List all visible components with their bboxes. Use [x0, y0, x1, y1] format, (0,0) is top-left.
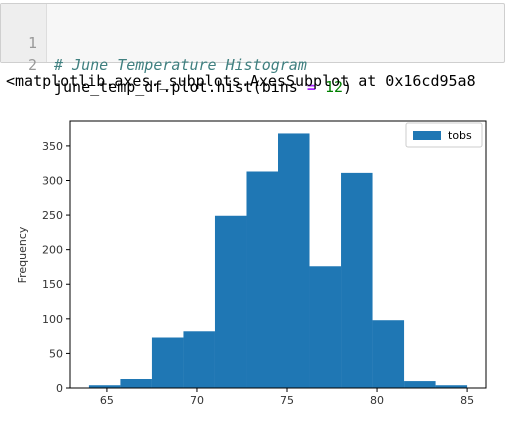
y-tick-label: 50 [49, 347, 63, 360]
x-tick-label: 75 [280, 394, 294, 407]
y-axis-ticks: 0 50 100 150 200 250 300 350 [42, 140, 70, 395]
plot-frame [69, 120, 487, 389]
legend-box [405, 122, 483, 148]
histogram-chart: 65 70 75 80 85 0 50 100 150 200 250 300 350 Frequen… [16, 120, 487, 407]
histogram-bar-0 [88, 385, 121, 388]
histogram-bar-11 [435, 385, 468, 388]
histogram-bar-2 [151, 337, 184, 388]
y-tick-label: 150 [42, 278, 63, 291]
x-tick-label: 65 [100, 394, 114, 407]
code-text-end: ) [343, 78, 353, 96]
x-tick-label: 80 [370, 394, 384, 407]
code-number: 12 [324, 78, 343, 96]
histogram-bar-3 [183, 331, 215, 388]
histogram-bars [88, 133, 468, 388]
cell-output-text: <matplotlib.axes._subplots.AxesSubplot a… [6, 72, 476, 90]
x-tick-label: 85 [460, 394, 474, 407]
y-tick-label: 250 [42, 209, 63, 222]
line-number: 2 [27, 56, 37, 74]
line-number: 1 [27, 34, 37, 52]
histogram-bar-9 [372, 320, 405, 388]
histogram-bar-4 [214, 215, 247, 388]
histogram-bar-6 [278, 133, 310, 388]
y-tick-label: 350 [42, 140, 63, 153]
histogram-bar-5 [246, 171, 278, 388]
y-tick-label: 100 [42, 313, 63, 326]
legend-swatch [413, 131, 441, 140]
code-operator: = [306, 78, 316, 96]
code-cell[interactable]: 1 # June Temperature Histogram 2 june_te… [0, 3, 505, 96]
histogram-bar-1 [120, 379, 152, 388]
code-line-1[interactable]: 1 # June Temperature Histogram [1, 10, 307, 74]
code-line-2[interactable]: 2 june_temp_df.plot.hist(bins = 12) [1, 32, 352, 96]
code-statement: june_temp_df.plot.hist(bins = 12) [54, 76, 352, 98]
histogram-bar-8 [341, 172, 373, 388]
x-axis-ticks: 65 70 75 80 85 [100, 388, 474, 407]
histogram-bar-10 [404, 381, 436, 388]
code-text: june_temp_df.plot.hist(bins [54, 78, 307, 96]
y-axis-label: Frequency [16, 226, 29, 283]
legend: tobs [405, 122, 483, 148]
histogram-bar-7 [309, 266, 342, 388]
y-tick-label: 200 [42, 244, 63, 257]
y-tick-label: 0 [56, 382, 63, 395]
x-tick-label: 70 [190, 394, 204, 407]
code-comment: # June Temperature Histogram [54, 56, 307, 74]
line-number-gutter [1, 4, 47, 62]
legend-label: tobs [448, 129, 472, 142]
y-tick-label: 300 [42, 174, 63, 187]
